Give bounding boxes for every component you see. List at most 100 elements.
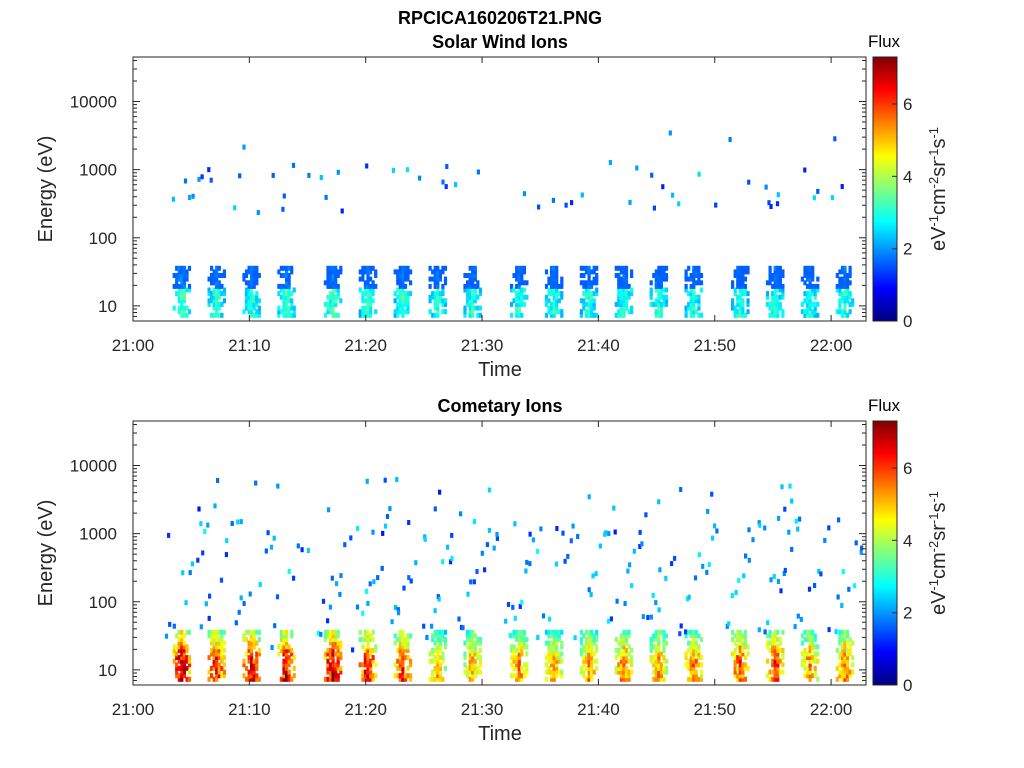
colorbar-label: eV-1cm-2sr-1s-1 (926, 127, 951, 251)
flux-cell (860, 545, 864, 551)
flux-cell (697, 655, 701, 661)
flux-cell (366, 312, 370, 318)
flux-cell (649, 280, 653, 286)
flux-cell (738, 644, 742, 650)
flux-cell (652, 658, 656, 664)
flux-cell (369, 301, 373, 307)
flux-cell (741, 662, 745, 668)
flux-cell (366, 655, 370, 661)
flux-cell (323, 312, 327, 318)
flux-cell (657, 312, 661, 318)
flux-cell (282, 658, 286, 664)
flux-cell (768, 265, 772, 271)
flux-cell (806, 669, 810, 675)
flux-cell (405, 167, 409, 173)
flux-cell (547, 651, 551, 657)
flux-cell (741, 291, 745, 297)
flux-cell (803, 280, 807, 286)
flux-cell (587, 283, 591, 289)
panel-solar-wind: Solar Wind Ions 21:00 21:10 21:20 21:30 21:4… (35, 32, 950, 381)
flux-cell (468, 298, 472, 304)
flux-cell (466, 665, 470, 671)
flux-cell (694, 673, 698, 679)
flux-cell (197, 506, 201, 512)
flux-cell (331, 629, 335, 635)
flux-cell (200, 174, 204, 180)
flux-cell (771, 658, 775, 664)
flux-cell (177, 640, 181, 646)
flux-cell (592, 640, 596, 646)
flux-cell (328, 276, 333, 282)
flux-cell (587, 294, 591, 300)
flux-cell (550, 301, 554, 307)
flux-cell (285, 644, 289, 650)
flux-cell (846, 662, 850, 668)
flux-cell (664, 276, 669, 282)
flux-cell (517, 269, 521, 275)
flux-cell (843, 298, 847, 304)
flux-cell (247, 301, 251, 307)
flux-cell (587, 669, 591, 675)
flux-cell (285, 312, 289, 318)
flux-cell (374, 647, 378, 653)
flux-cell (433, 283, 437, 289)
flux-cell (438, 665, 442, 671)
flux-cell (733, 640, 737, 646)
flux-cell (848, 265, 852, 271)
flux-cell (806, 633, 810, 639)
flux-cell (334, 662, 338, 668)
flux-cell (803, 673, 807, 679)
flux-cell (331, 637, 335, 642)
flux-cell (773, 298, 777, 304)
flux-cell (624, 665, 629, 671)
flux-cell (617, 662, 621, 668)
flux-cell (684, 309, 688, 315)
flux-cell (403, 640, 408, 646)
flux-cell (336, 287, 340, 293)
flux-cell (662, 301, 666, 307)
flux-cell (590, 658, 594, 664)
flux-cell (215, 669, 219, 675)
flux-cell (552, 309, 556, 315)
flux-cell (544, 301, 549, 307)
flux-cell (697, 651, 701, 657)
flux-cell (813, 294, 817, 300)
flux-cell (369, 298, 373, 304)
flux-cell (590, 665, 594, 671)
flux-cell (282, 640, 286, 646)
flux-cell (547, 640, 551, 646)
flux-cell (851, 669, 855, 675)
flux-cell (339, 640, 343, 646)
flux-cell (555, 644, 559, 650)
flux-cell (433, 298, 437, 304)
flux-cell (776, 298, 780, 304)
flux-cell (438, 633, 442, 639)
flux-cell (252, 305, 256, 311)
flux-cell (517, 298, 521, 304)
flux-cell (654, 633, 658, 639)
flux-cell (746, 665, 750, 671)
flux-cell (185, 305, 189, 311)
flux-cell (773, 312, 777, 318)
flux-cell (279, 637, 283, 642)
flux-cell (560, 291, 564, 297)
flux-cell (242, 637, 246, 642)
flux-cell (775, 201, 780, 207)
flux-cell (776, 283, 780, 289)
flux-cell (471, 294, 475, 300)
flux-cell (180, 291, 184, 297)
flux-cell (843, 287, 847, 293)
flux-cell (255, 651, 259, 657)
flux-cell (547, 644, 551, 650)
flux-cell (550, 644, 554, 650)
flux-cell (560, 294, 564, 300)
flux-cell (614, 637, 618, 642)
flux-cell (334, 633, 338, 639)
flux-cell (771, 273, 775, 278)
flux-cell (199, 521, 203, 527)
flux-cell (776, 276, 780, 282)
flux-cell (285, 309, 289, 315)
flux-cell (438, 269, 442, 275)
flux-cell (806, 309, 810, 315)
flux-cell (450, 556, 454, 562)
